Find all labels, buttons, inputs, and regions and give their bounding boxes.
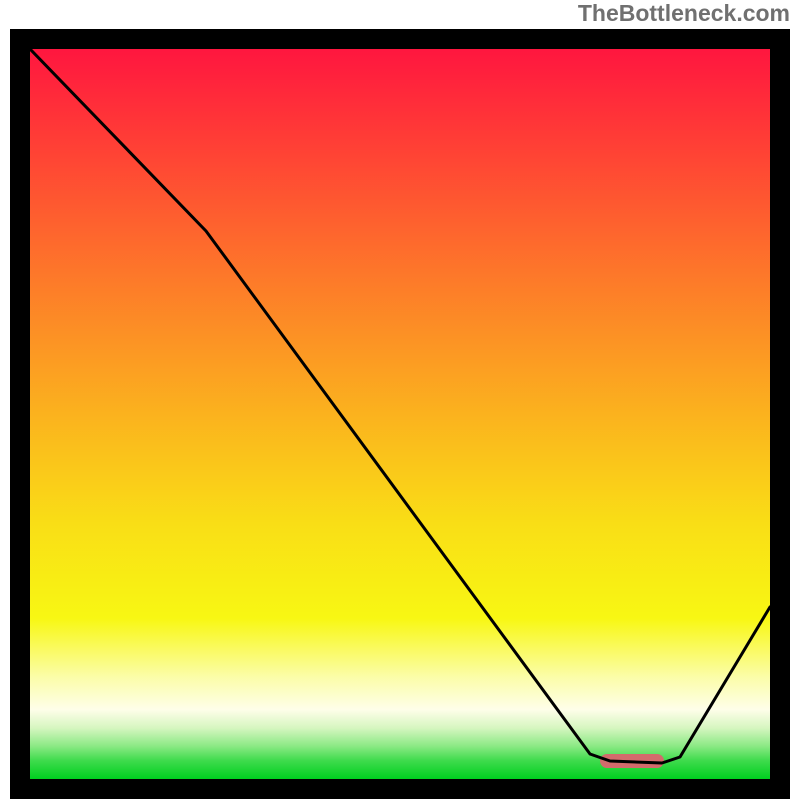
bottleneck-curve	[30, 49, 770, 763]
plot-area	[30, 49, 770, 779]
curve-layer	[30, 49, 770, 779]
chart-frame	[10, 29, 790, 799]
watermark-text: TheBottleneck.com	[578, 0, 790, 27]
